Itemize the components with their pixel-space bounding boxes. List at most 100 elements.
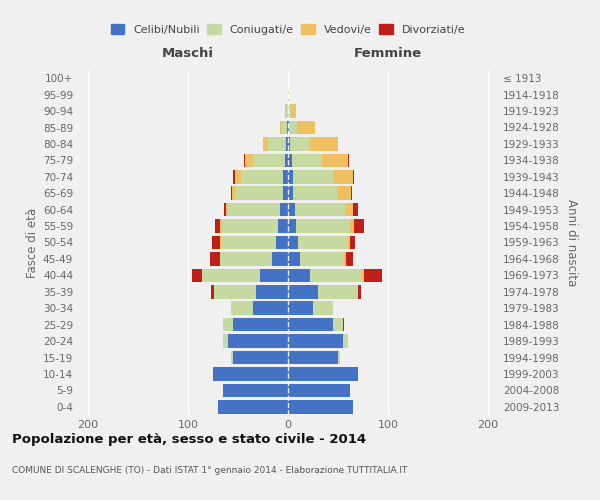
Bar (218, 400, 288, 413)
Bar (348, 154, 349, 167)
Bar (346, 252, 353, 266)
Bar (288, 400, 353, 413)
Bar (290, 137, 310, 150)
Bar (285, 104, 286, 118)
Bar (310, 268, 362, 282)
Bar (226, 203, 228, 216)
Bar (233, 318, 288, 332)
Bar (245, 154, 253, 167)
Bar (358, 285, 361, 298)
Bar (253, 302, 288, 315)
Bar (235, 186, 283, 200)
Bar (288, 170, 293, 183)
Bar (288, 88, 289, 102)
Bar (288, 318, 333, 332)
Bar (350, 236, 355, 249)
Bar (288, 203, 295, 216)
Bar (253, 154, 285, 167)
Bar (288, 334, 343, 348)
Text: Maschi: Maschi (162, 47, 214, 60)
Bar (223, 334, 228, 348)
Bar (192, 268, 202, 282)
Bar (296, 220, 350, 233)
Bar (228, 203, 280, 216)
Text: COMUNE DI SCALENGHE (TO) - Dati ISTAT 1° gennaio 2014 - Elaborazione TUTTITALIA.: COMUNE DI SCALENGHE (TO) - Dati ISTAT 1°… (12, 466, 407, 475)
Bar (333, 318, 343, 332)
Bar (285, 154, 288, 167)
Bar (318, 285, 358, 298)
Bar (213, 367, 288, 380)
Bar (333, 170, 353, 183)
Bar (263, 137, 268, 150)
Bar (212, 236, 220, 249)
Bar (295, 203, 345, 216)
Bar (260, 268, 288, 282)
Text: Femmine: Femmine (354, 47, 422, 60)
Bar (283, 186, 288, 200)
Bar (343, 318, 344, 332)
Bar (220, 236, 221, 249)
Bar (337, 186, 351, 200)
Bar (224, 203, 226, 216)
Bar (297, 121, 315, 134)
Bar (268, 137, 286, 150)
Bar (214, 285, 256, 298)
Bar (256, 285, 288, 298)
Bar (288, 268, 310, 282)
Bar (235, 170, 241, 183)
Bar (345, 203, 353, 216)
Bar (300, 252, 344, 266)
Y-axis label: Fasce di età: Fasce di età (26, 208, 39, 278)
Bar (288, 186, 293, 200)
Bar (353, 170, 354, 183)
Bar (338, 351, 340, 364)
Bar (233, 170, 235, 183)
Bar (288, 121, 289, 134)
Bar (286, 104, 288, 118)
Bar (293, 170, 333, 183)
Bar (288, 104, 291, 118)
Bar (280, 203, 288, 216)
Text: Popolazione per età, sesso e stato civile - 2014: Popolazione per età, sesso e stato civil… (12, 432, 366, 446)
Bar (241, 170, 283, 183)
Bar (287, 121, 288, 134)
Bar (221, 236, 276, 249)
Bar (244, 154, 245, 167)
Bar (291, 104, 296, 118)
Bar (215, 220, 220, 233)
Bar (351, 186, 352, 200)
Bar (310, 137, 338, 150)
Bar (288, 351, 338, 364)
Bar (350, 220, 354, 233)
Bar (288, 236, 298, 249)
Bar (231, 302, 253, 315)
Bar (276, 236, 288, 249)
Bar (288, 154, 292, 167)
Bar (232, 186, 235, 200)
Bar (293, 186, 337, 200)
Bar (223, 384, 288, 397)
Bar (362, 268, 364, 282)
Bar (344, 252, 346, 266)
Bar (231, 186, 232, 200)
Bar (211, 285, 214, 298)
Bar (286, 137, 288, 150)
Bar (353, 203, 358, 216)
Bar (288, 285, 318, 298)
Bar (202, 268, 260, 282)
Bar (220, 220, 222, 233)
Bar (283, 170, 288, 183)
Bar (231, 351, 233, 364)
Bar (298, 236, 348, 249)
Bar (282, 121, 287, 134)
Bar (223, 318, 233, 332)
Bar (288, 252, 300, 266)
Bar (233, 351, 288, 364)
Bar (289, 121, 297, 134)
Bar (288, 137, 290, 150)
Legend: Celibi/Nubili, Coniugati/e, Vedovi/e, Divorziati/e: Celibi/Nubili, Coniugati/e, Vedovi/e, Di… (111, 24, 465, 34)
Bar (288, 367, 358, 380)
Bar (272, 252, 288, 266)
Bar (313, 302, 333, 315)
Bar (288, 220, 296, 233)
